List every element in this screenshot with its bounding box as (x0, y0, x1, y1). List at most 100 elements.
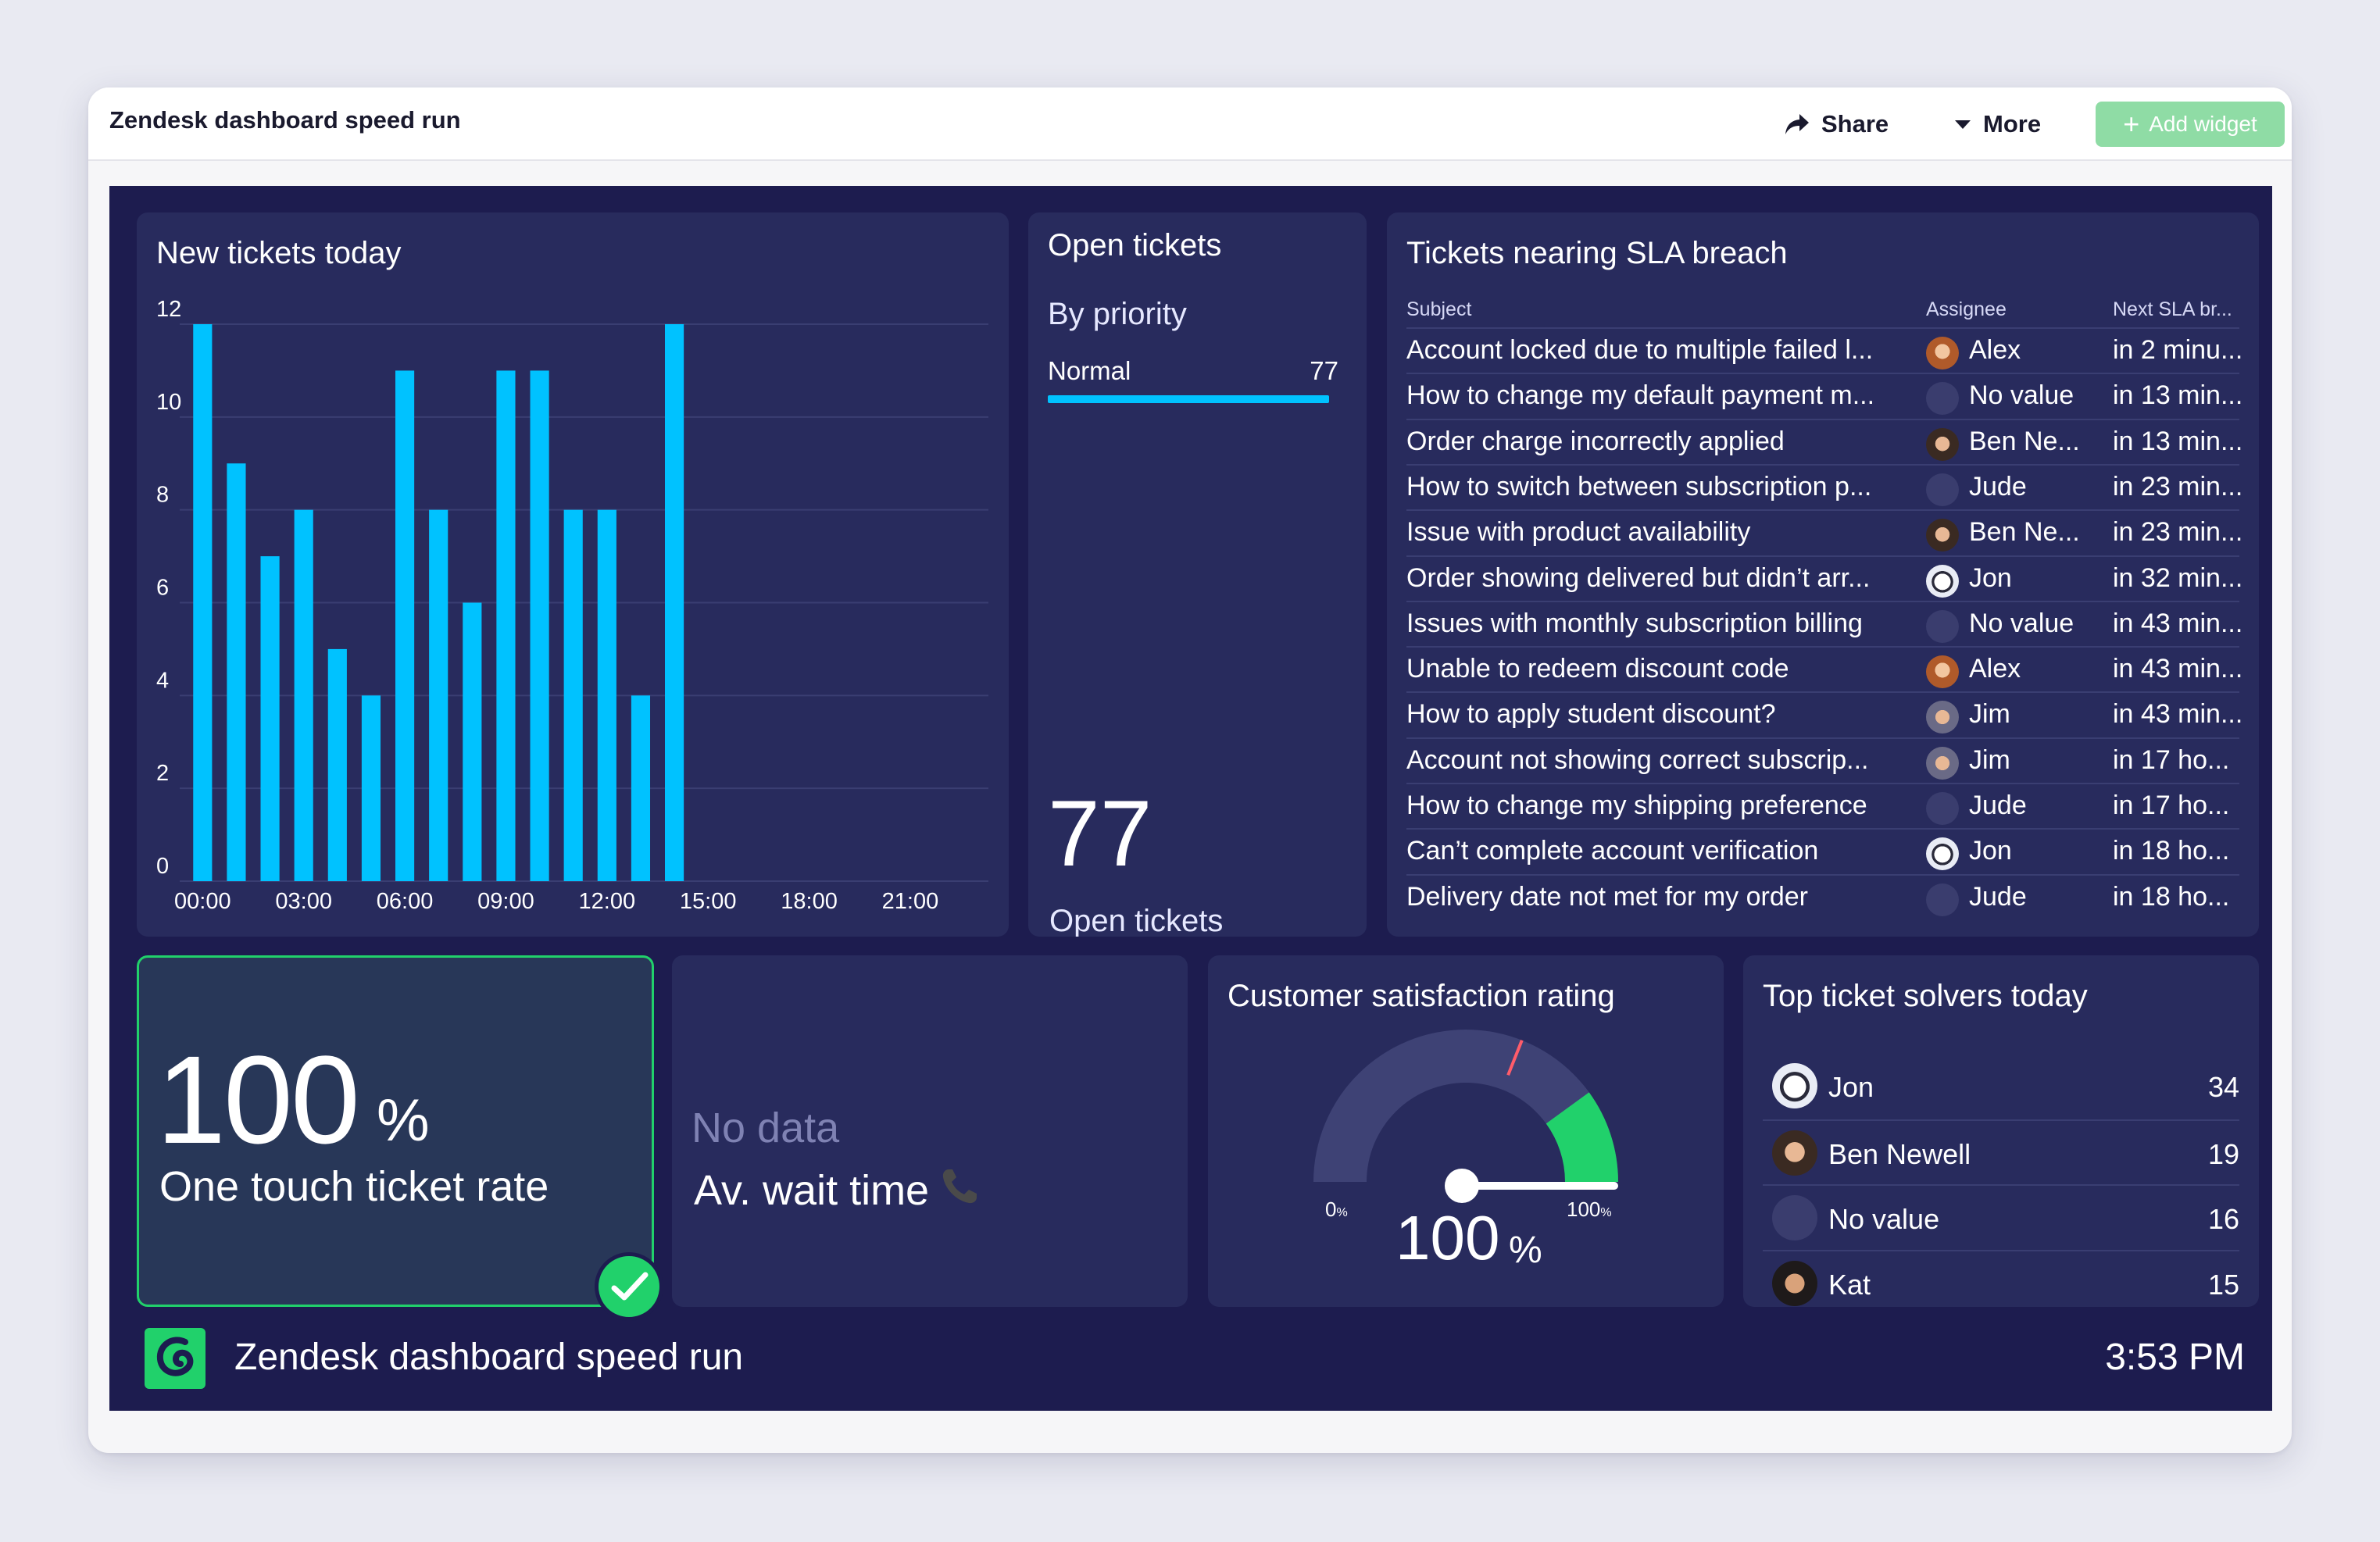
ticket-subject: Delivery date not met for my order (1406, 881, 1808, 912)
solver-name: Ben Newell (1828, 1137, 1971, 1170)
avatar (1926, 427, 1959, 461)
table-row[interactable]: Account not showing correct subscrip... J… (1406, 737, 2239, 782)
column-header-next-sla: Next SLA br... (2113, 298, 2232, 320)
table-row[interactable]: How to change my shipping preference Jude… (1406, 783, 2239, 827)
sla-breach-widget[interactable]: Tickets nearing SLA breach Subject Assig… (1387, 212, 2259, 937)
ticket-assignee: No value (1969, 608, 2074, 638)
gauge-max-value: 100 (1567, 1198, 1601, 1221)
priority-bar-fill (1048, 395, 1329, 403)
table-row[interactable]: Unable to redeem discount code Alex in 43 … (1406, 646, 2243, 691)
open-tickets-total: 77 (1048, 781, 1152, 886)
csat-unit: % (1509, 1230, 1542, 1271)
y-tick-label: 10 (156, 390, 181, 415)
chart-bar (227, 463, 246, 881)
gauge-min-value: 0 (1325, 1198, 1337, 1221)
geckoboard-logo-icon (145, 1328, 205, 1389)
gauge-max-unit: % (1600, 1206, 1612, 1219)
chart-bar (429, 509, 448, 881)
solver-name: No value (1828, 1203, 1940, 1235)
y-tick-label: 4 (156, 668, 169, 693)
column-header-assignee: Assignee (1926, 298, 2007, 320)
table-row[interactable]: Order charge incorrectly applied Ben Ne..… (1406, 418, 2242, 463)
share-label: Share (1821, 110, 1889, 137)
open-tickets-caption: Open tickets (1049, 904, 1224, 937)
widget-title: Tickets nearing SLA breach (1406, 236, 1788, 270)
list-item[interactable]: Kat 15 (1763, 1249, 2239, 1308)
table-row[interactable]: Can’t complete account verification Jon in… (1406, 828, 2239, 873)
csat-widget[interactable]: Customer satisfaction rating 0% 100% 100… (1208, 955, 1724, 1307)
ticket-assignee: Alex (1969, 335, 2021, 365)
solver-count: 19 (2207, 1137, 2239, 1170)
list-item[interactable]: Ben Newell 19 (1763, 1119, 2239, 1182)
table-row[interactable]: Issue with product availability Ben Ne...… (1406, 509, 2243, 554)
new-tickets-widget[interactable]: New tickets today 0 2 4 6 8 10 12 00:00 03:00 06:… (137, 212, 1009, 937)
widget-subtitle: By priority (1048, 297, 1187, 331)
one-touch-widget[interactable]: 100 % One touch ticket rate (137, 955, 663, 1321)
widget-title: Open tickets (1048, 228, 1222, 262)
x-tick-label: 03:00 (275, 889, 332, 914)
priority-label: Normal (1048, 356, 1131, 385)
gauge-min-label: 0% (1325, 1198, 1348, 1222)
avatar (1926, 609, 1959, 643)
x-tick-label: 12:00 (579, 889, 636, 914)
chart-bar (395, 370, 415, 881)
avatar (1926, 382, 1959, 416)
ticket-next-sla: in 32 min... (2113, 562, 2243, 593)
chart-bar (327, 648, 347, 881)
widget-title: Top ticket solvers today (1763, 979, 2088, 1013)
chart-bar (563, 509, 583, 881)
x-tick-label: 15:00 (680, 889, 737, 914)
wait-time-widget[interactable]: No data Av. wait time (672, 955, 1188, 1307)
table-row[interactable]: Issues with monthly subscription billing… (1406, 600, 2242, 645)
caret-down-icon (1955, 120, 1971, 129)
ticket-subject: Order charge incorrectly applied (1406, 426, 1785, 456)
priority-value: 77 (1310, 356, 1338, 385)
table-row[interactable]: Order showing delivered but didn’t arr..… (1406, 555, 2243, 600)
add-widget-button[interactable]: + Add widget (2096, 102, 2285, 147)
solver-count: 16 (2207, 1203, 2239, 1235)
footer-clock: 3:53 PM (2105, 1337, 2245, 1378)
solver-name: Kat (1828, 1268, 1871, 1301)
ticket-subject: Order showing delivered but didn’t arr..… (1406, 562, 1871, 593)
chart-bar (361, 695, 381, 881)
footer-title: Zendesk dashboard speed run (234, 1337, 744, 1378)
ticket-assignee: Ben Ne... (1969, 426, 2080, 456)
priority-bar (1048, 395, 1329, 403)
table-row[interactable]: Delivery date not met for my order Jude in… (1406, 873, 2239, 919)
dashboard-board: New tickets today 0 2 4 6 8 10 12 00:00 03:00 06:… (109, 186, 2272, 1411)
gauge-track (1313, 1030, 1618, 1182)
ticket-next-sla: in 23 min... (2113, 517, 2243, 548)
chart-bar (631, 695, 651, 881)
ticket-subject: How to apply student discount? (1406, 699, 1776, 730)
y-tick-label: 2 (156, 761, 169, 786)
x-tick-label: 21:00 (882, 889, 939, 914)
top-solvers-widget[interactable]: Top ticket solvers today Jon 34 Ben Newell… (1743, 955, 2259, 1307)
table-row[interactable]: Account locked due to multiple failed l.… (1406, 327, 2242, 372)
ticket-assignee: Jude (1969, 471, 2027, 502)
dashboard-title: Zendesk dashboard speed run (109, 106, 461, 134)
chart-bar (597, 509, 616, 881)
list-item[interactable]: No value 16 (1763, 1184, 2239, 1247)
ticket-assignee: Alex (1969, 654, 2021, 684)
toolbar: Zendesk dashboard speed run Share More +… (88, 87, 2292, 161)
more-button[interactable]: More (1953, 105, 2041, 144)
table-row[interactable]: How to switch between subscription p... J… (1406, 463, 2242, 509)
chart-bar (193, 324, 213, 881)
no-data-text: No data (691, 1105, 840, 1151)
avatar (1926, 473, 1959, 506)
ticket-next-sla: in 17 ho... (2113, 744, 2230, 775)
ticket-subject: How to change my shipping preference (1406, 791, 1867, 820)
chart-bar (530, 370, 549, 881)
one-touch-value: 100 (156, 1030, 360, 1169)
table-row[interactable]: How to change my default payment m... No … (1406, 373, 2242, 417)
one-touch-unit: % (377, 1087, 430, 1154)
list-item[interactable]: Jon 34 (1763, 1054, 2239, 1116)
gauge-min-unit: % (1336, 1206, 1348, 1219)
table-row[interactable]: How to apply student discount? Jim in 43 m… (1406, 691, 2242, 736)
x-tick-label: 06:00 (377, 889, 434, 914)
share-button[interactable]: Share (1784, 105, 1889, 144)
ticket-subject: How to switch between subscription p... (1406, 471, 1872, 502)
open-tickets-widget[interactable]: Open tickets By priority Normal 77 77 Op… (1028, 212, 1367, 937)
solver-count: 34 (2207, 1071, 2239, 1103)
ticket-next-sla: in 43 min... (2113, 654, 2243, 684)
